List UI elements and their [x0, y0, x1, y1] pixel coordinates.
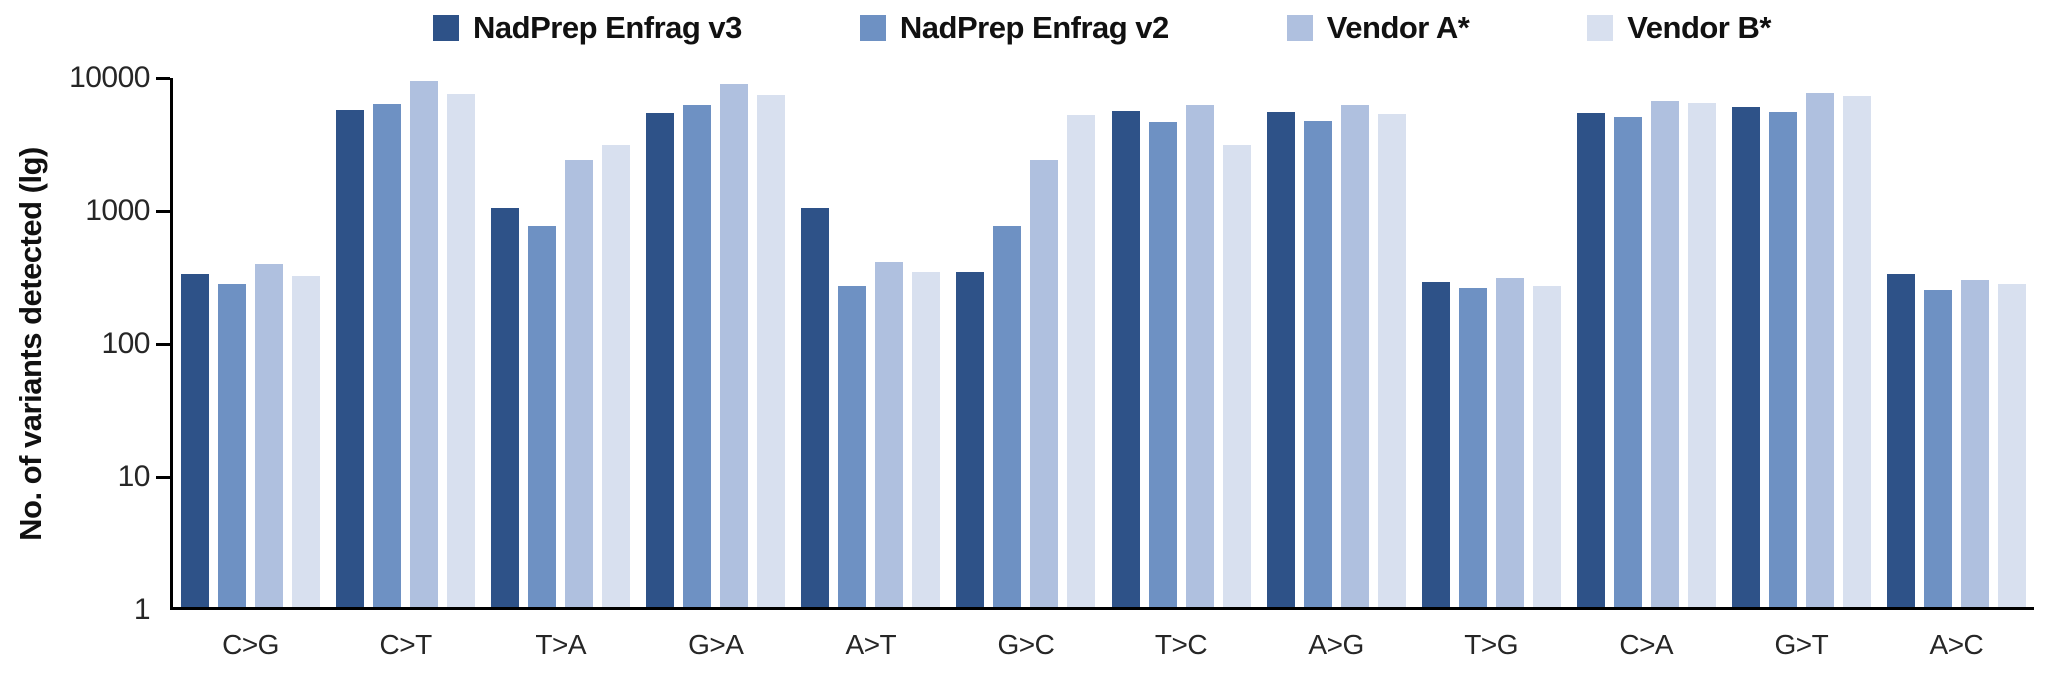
bar-A>C-series-3 [1960, 279, 1989, 607]
bar-group-G>T: G>T [1731, 78, 1871, 660]
category-label: G>A [688, 629, 744, 660]
bar-A>G-series-1 [1266, 111, 1295, 607]
plot-area: C>G C>T T>A G>A A>T G>C T>C A>G T>G C>A G>T A>C [170, 78, 2034, 660]
bar-group-A>C: A>C [1886, 78, 2026, 660]
bar-group-C>A: C>A [1576, 78, 1716, 660]
category-label: T>C [1154, 629, 1208, 660]
bar-C>A-series-3 [1650, 100, 1679, 607]
legend-item-1: NadPrep Enfrag v3 [433, 10, 742, 46]
category-label: A>T [845, 629, 897, 660]
bar-A>T-series-2 [838, 285, 867, 607]
bar-group-A>G: A>G [1266, 78, 1406, 660]
bar-T>A-series-3 [565, 159, 594, 607]
bar-T>C-series-1 [1111, 110, 1140, 607]
y-tick-mark [156, 76, 170, 80]
legend-item-2: NadPrep Enfrag v2 [859, 10, 1169, 46]
y-axis-title: No. of variants detected (lg) [13, 147, 48, 541]
y-tick-label: 1 [133, 593, 151, 626]
legend-label: Vendor B* [1627, 10, 1771, 45]
legend-item-4: Vendor B* [1587, 10, 1771, 46]
bar-A>G-series-2 [1303, 121, 1332, 607]
y-tick-label: 100 [101, 327, 150, 360]
bar-T>C-series-4 [1222, 144, 1251, 607]
bar-G>C-series-1 [956, 272, 985, 607]
bar-A>C-series-4 [1997, 283, 2026, 607]
bar-G>T-series-3 [1805, 93, 1834, 607]
bar-G>C-series-4 [1067, 115, 1096, 607]
legend-swatch-icon [859, 15, 886, 41]
bar-T>A-series-1 [491, 208, 520, 607]
bar-C>G-series-1 [181, 273, 210, 607]
bar-T>C-series-3 [1185, 104, 1214, 607]
bar-G>A-series-3 [720, 83, 749, 607]
category-label: G>T [1774, 629, 1829, 660]
bar-C>T-series-3 [410, 81, 439, 607]
bar-G>A-series-1 [646, 112, 675, 607]
category-label: C>G [222, 629, 279, 660]
y-tick-mark [156, 475, 170, 479]
bar-A>T-series-3 [875, 262, 904, 607]
bar-C>G-series-2 [218, 283, 247, 607]
legend-swatch-icon [1587, 15, 1614, 41]
bar-G>T-series-2 [1768, 111, 1797, 607]
y-tick-label: 1000 [85, 194, 150, 227]
bar-group-G>A: G>A [646, 78, 786, 660]
bar-T>G-series-3 [1495, 277, 1524, 607]
bar-group-T>A: T>A [491, 78, 631, 660]
bar-A>G-series-3 [1340, 104, 1369, 607]
bar-A>G-series-4 [1377, 113, 1406, 607]
legend: NadPrep Enfrag v3 NadPrep Enfrag v2 Vendor… [170, 6, 2034, 50]
bar-T>C-series-2 [1148, 122, 1177, 607]
category-label: A>C [1929, 629, 1984, 660]
legend-label: Vendor A* [1326, 10, 1470, 45]
bar-G>A-series-2 [683, 105, 712, 607]
bar-group-C>G: C>G [181, 78, 321, 660]
bar-C>T-series-2 [373, 103, 402, 607]
category-label: C>T [379, 629, 433, 660]
bar-A>C-series-1 [1886, 273, 1915, 607]
bar-C>A-series-4 [1687, 102, 1716, 607]
bar-C>T-series-4 [447, 93, 476, 607]
bar-A>T-series-4 [912, 272, 941, 607]
legend-item-3: Vendor A* [1286, 10, 1470, 46]
bar-G>C-series-3 [1030, 159, 1059, 607]
bar-T>A-series-2 [528, 226, 557, 607]
bar-group-C>T: C>T [336, 78, 476, 660]
legend-swatch-icon [1286, 15, 1313, 41]
y-tick-mark [156, 342, 170, 346]
bar-C>T-series-1 [336, 109, 365, 607]
legend-label: NadPrep Enfrag v3 [473, 10, 742, 45]
bar-G>T-series-4 [1842, 95, 1871, 607]
bar-C>G-series-3 [255, 263, 284, 607]
bar-C>A-series-2 [1613, 117, 1642, 607]
category-label: G>C [997, 629, 1055, 660]
bar-T>G-series-4 [1532, 285, 1561, 607]
bar-T>G-series-2 [1458, 288, 1487, 607]
category-label: T>G [1464, 629, 1519, 660]
category-label: T>A [535, 629, 587, 660]
legend-label: NadPrep Enfrag v2 [899, 10, 1169, 45]
bar-G>A-series-4 [757, 94, 786, 607]
bar-G>C-series-2 [993, 226, 1022, 607]
category-label: A>G [1308, 629, 1364, 660]
y-tick-label: 10000 [69, 61, 150, 94]
bar-group-T>G: T>G [1421, 78, 1561, 660]
y-tick-label: 10 [117, 460, 151, 493]
bar-group-G>C: G>C [956, 78, 1096, 660]
bar-C>A-series-1 [1576, 112, 1605, 607]
bar-group-A>T: A>T [801, 78, 941, 660]
bar-C>G-series-4 [292, 275, 321, 607]
bar-T>A-series-4 [602, 144, 631, 607]
legend-swatch-icon [433, 15, 460, 41]
bar-A>T-series-1 [801, 208, 830, 607]
category-label: C>A [1619, 629, 1674, 660]
y-tick-mark [156, 209, 170, 213]
bar-group-T>C: T>C [1111, 78, 1251, 660]
bar-G>T-series-1 [1731, 107, 1760, 607]
bar-T>G-series-1 [1421, 281, 1450, 607]
bar-A>C-series-2 [1923, 290, 1952, 607]
